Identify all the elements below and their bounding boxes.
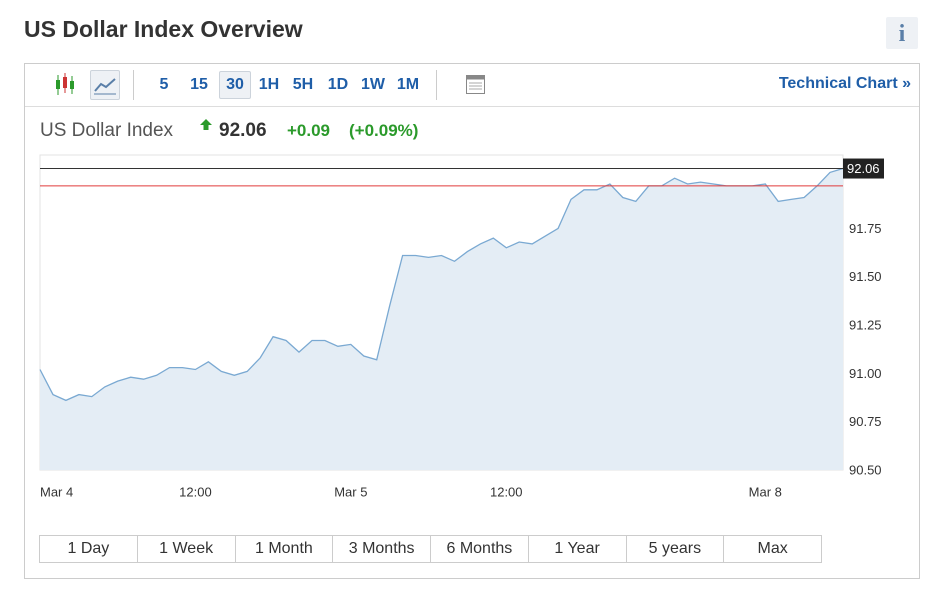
area-fill <box>40 168 843 470</box>
line-chart-button[interactable] <box>90 70 120 100</box>
range-button[interactable]: 1 Year <box>529 536 627 562</box>
y-tick-label: 90.75 <box>849 414 882 429</box>
y-tick-label: 91.75 <box>849 221 882 236</box>
interval-button[interactable]: 5H <box>292 76 314 93</box>
range-buttons: 1 Day 1 Week 1 Month 3 Months 6 Months 1 Year… <box>39 535 822 563</box>
y-tick-label: 91.25 <box>849 317 882 332</box>
x-tick-label: Mar 5 <box>334 484 367 499</box>
toolbar: 5 15 30 1H 5H 1D 1W 1M Technical Chart » <box>25 64 919 107</box>
quote-change: +0.09 <box>287 121 331 140</box>
interval-button[interactable]: 1M <box>396 76 420 93</box>
last-price-box <box>843 158 884 179</box>
interval-button[interactable]: 1D <box>327 76 349 93</box>
x-tick-label: Mar 4 <box>40 484 73 499</box>
up-arrow <box>200 119 212 130</box>
y-tick-label: 91.00 <box>849 366 882 381</box>
range-button[interactable]: 1 Day <box>40 536 138 562</box>
separator <box>436 70 437 100</box>
y-tick-label: 91.50 <box>849 269 882 284</box>
range-button[interactable]: 1 Month <box>236 536 334 562</box>
info-button[interactable]: i <box>886 17 918 49</box>
x-tick-label: 12:00 <box>490 484 523 499</box>
interval-button[interactable]: 30 <box>219 71 251 99</box>
x-tick-label: Mar 8 <box>749 484 782 499</box>
quote-name: US Dollar Index <box>40 120 174 141</box>
candlestick-icon[interactable] <box>53 72 77 98</box>
widget-frame <box>24 63 920 579</box>
separator <box>133 70 134 100</box>
last-price-label: 92.06 <box>847 161 880 176</box>
interval-button[interactable]: 1H <box>258 76 280 93</box>
interval-button[interactable]: 5 <box>159 76 169 93</box>
range-button[interactable]: Max <box>757 540 788 557</box>
interval-button[interactable]: 15 <box>190 76 208 93</box>
range-button[interactable]: 3 Months <box>333 536 431 562</box>
price-line <box>39 167 844 402</box>
table-icon[interactable] <box>465 74 487 96</box>
line-chart-icon <box>94 78 116 95</box>
interval-button[interactable]: 1W <box>361 76 385 93</box>
range-button[interactable]: 6 Months <box>431 536 529 562</box>
quote-change-percent: (+0.09%) <box>349 121 419 140</box>
range-button[interactable]: 1 Week <box>138 536 236 562</box>
y-tick-label: 90.50 <box>849 462 882 477</box>
x-tick-label: 12:00 <box>179 484 212 499</box>
quote-last: 92.06 <box>219 120 267 141</box>
technical-chart-link[interactable]: Technical Chart » <box>778 75 911 92</box>
range-button[interactable]: 5 years <box>627 536 725 562</box>
page-title: US Dollar Index Overview <box>24 16 303 42</box>
